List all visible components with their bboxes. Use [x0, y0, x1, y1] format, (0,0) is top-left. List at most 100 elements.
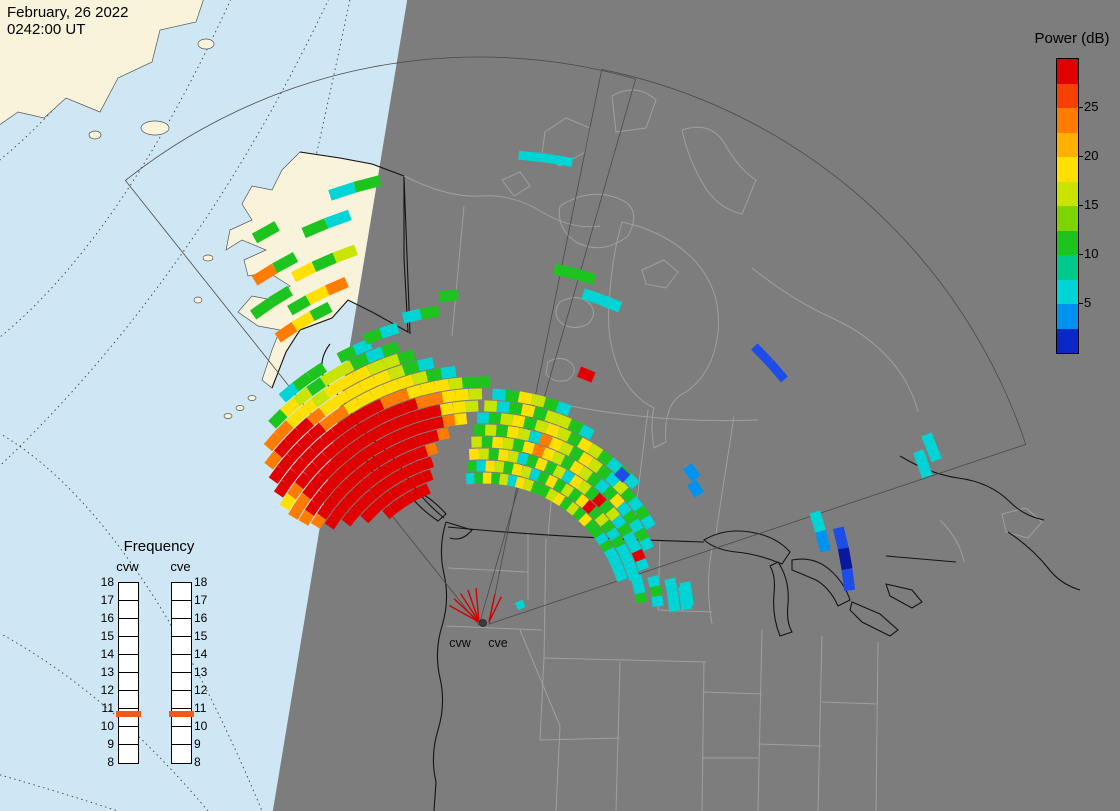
backscatter-cell [344, 490, 360, 506]
backscatter-cell [587, 457, 603, 474]
backscatter-cell [395, 453, 410, 469]
power-legend-title: Power (dB) [1034, 30, 1110, 47]
backscatter-cell [627, 539, 642, 554]
frequency-panel: Frequency cvw cve 18 18 17 17 16 16 15 15 14 14 13… [101, 538, 234, 788]
active-beam-line [459, 593, 480, 623]
backscatter-cell [560, 455, 575, 471]
backscatter-cell [520, 465, 532, 479]
us-canada-border [447, 526, 705, 543]
backscatter-cell [366, 359, 386, 376]
backscatter-cell [520, 404, 536, 418]
backscatter-cell [316, 504, 333, 520]
backscatter-cell [534, 457, 548, 472]
backscatter-cell [291, 311, 315, 332]
backscatter-cell [605, 527, 621, 542]
backscatter-cell [517, 391, 533, 405]
freq-scale-label-cvw: cvw [116, 559, 139, 574]
freq-scale-division [119, 690, 138, 691]
backscatter-cell [545, 488, 558, 502]
backscatter-cell [304, 499, 321, 516]
backscatter-cell [448, 377, 464, 390]
backscatter-cell [607, 554, 622, 567]
backscatter-cell [288, 503, 305, 520]
backscatter-cell [442, 414, 456, 428]
backscatter-cell [344, 456, 361, 473]
backscatter-cell [342, 427, 360, 444]
backscatter-cell [404, 449, 419, 464]
backscatter-cell [465, 472, 475, 485]
backscatter-cell [837, 547, 853, 571]
timestamp-date: February, 26 2022 [7, 4, 129, 21]
backscatter-cell [611, 514, 627, 530]
backscatter-cell [584, 519, 599, 533]
backscatter-cell [383, 445, 399, 461]
backscatter-cell [395, 426, 412, 442]
backscatter-cell [678, 585, 691, 599]
backscatter-cell [377, 478, 392, 493]
backscatter-cell [425, 442, 439, 457]
freq-tick-label-left: 12 [100, 683, 114, 697]
timestamp-time: 0242:00 UT [7, 21, 86, 38]
backscatter-cell [634, 505, 650, 521]
backscatter-cell [913, 449, 933, 479]
backscatter-cell [568, 488, 582, 503]
freq-tick-label-left: 16 [100, 611, 114, 625]
radar-site-label-cvw: cvw [449, 636, 472, 650]
backscatter-cell [596, 464, 612, 481]
backscatter-cell [682, 463, 701, 482]
backscatter-cell [553, 263, 576, 279]
backscatter-cell [559, 496, 573, 511]
backscatter-cell [310, 389, 331, 408]
colorbar-segment [1057, 230, 1078, 255]
backscatter-cell [285, 409, 306, 429]
backscatter-cell [528, 430, 542, 444]
backscatter-cell [303, 461, 321, 479]
backscatter-cell [556, 414, 572, 430]
backscatter-cell [404, 476, 418, 491]
backscatter-cell [421, 469, 434, 483]
freq-tick-label-right: 13 [194, 665, 208, 679]
backscatter-cell [414, 432, 429, 447]
backscatter-cell [301, 218, 329, 239]
backscatter-cell [310, 513, 327, 529]
coastlines-and-borders [271, 89, 1081, 811]
backscatter-cell [406, 384, 423, 400]
backscatter-cell [393, 468, 408, 483]
backscatter-cell [573, 268, 597, 285]
backscatter-cell [407, 422, 422, 437]
backscatter-cell [349, 353, 370, 371]
backscatter-cell [555, 401, 572, 417]
backscatter-cell [334, 360, 355, 378]
backscatter-cell [411, 459, 426, 474]
backscatter-cell [664, 577, 678, 591]
backscatter-cell [298, 398, 318, 418]
backscatter-cell [419, 305, 440, 320]
backscatter-cell [578, 451, 594, 468]
colorbar-segment [1057, 59, 1078, 84]
backscatter-cell [396, 480, 410, 495]
backscatter-cell [353, 419, 372, 437]
backscatter-cell [598, 499, 614, 515]
backscatter-cell [379, 420, 396, 436]
backscatter-cell [332, 434, 350, 452]
backscatter-cell [438, 289, 459, 303]
frequency-title: Frequency [123, 538, 195, 555]
backscatter-cell [462, 376, 477, 389]
freq-scale-division [119, 672, 138, 673]
backscatter-cell [427, 404, 443, 419]
backscatter-cell [488, 412, 502, 425]
backscatter-cell [355, 463, 371, 480]
backscatter-cell [495, 424, 509, 437]
legend-tick-label: 5 [1084, 295, 1092, 310]
backscatter-cell [251, 221, 280, 244]
backscatter-cell [318, 463, 336, 481]
backscatter-cell [534, 419, 549, 434]
backscatter-cell [337, 372, 358, 391]
backscatter-cell [921, 432, 942, 463]
backscatter-cell [294, 471, 312, 490]
backscatter-cell [297, 432, 316, 451]
backscatter-cell [365, 413, 383, 430]
lake-superior [703, 530, 791, 565]
